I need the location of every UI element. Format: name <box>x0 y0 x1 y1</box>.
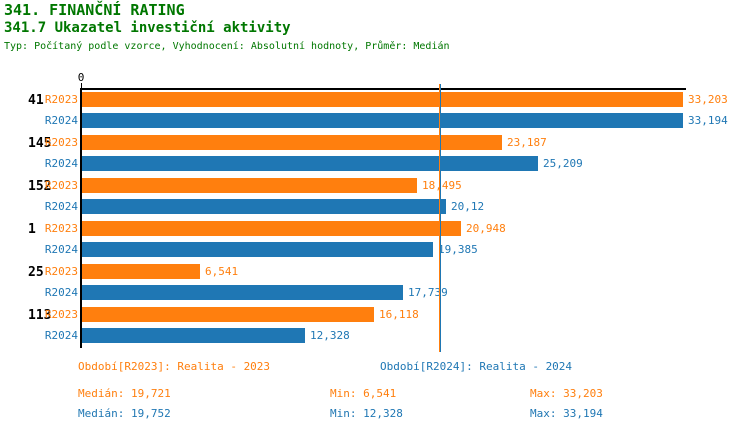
page-title: 341. FINANČNÍ RATING <box>4 1 185 19</box>
category-label: 113 <box>28 308 52 323</box>
series-label: R2024 <box>44 243 78 256</box>
chart-meta-line: Typ: Počítaný podle vzorce, Vyhodnocení:… <box>4 41 450 52</box>
series-label: R2024 <box>44 200 78 213</box>
bar <box>82 135 502 150</box>
series-label: R2023 <box>44 265 78 278</box>
bar-value-label: 19,385 <box>438 243 478 256</box>
bar <box>82 264 200 279</box>
stat-max-r2023: Max: 33,203 <box>530 387 603 400</box>
bar <box>82 221 461 236</box>
category-label: 41 <box>28 93 44 108</box>
median-line <box>440 84 441 352</box>
bar <box>82 199 446 214</box>
stat-max-r2024: Max: 33,194 <box>530 407 603 420</box>
category-label: 1 <box>28 222 36 237</box>
category-label: 145 <box>28 136 52 151</box>
stat-min-r2023: Min: 6,541 <box>330 387 397 400</box>
series-label: R2023 <box>44 179 78 192</box>
legend-r2024: Období[R2024]: Realita - 2024 <box>380 360 573 373</box>
bar-value-label: 23,187 <box>507 136 547 149</box>
series-label: R2024 <box>44 114 78 127</box>
legend-r2023: Období[R2023]: Realita - 2023 <box>78 360 271 373</box>
bar <box>82 328 305 343</box>
category-label: 152 <box>28 179 52 194</box>
series-label: R2024 <box>44 286 78 299</box>
bar <box>82 113 683 128</box>
series-label: R2023 <box>44 93 78 106</box>
bar-value-label: 25,209 <box>543 157 583 170</box>
bar <box>82 92 683 107</box>
axis-origin-label: 0 <box>77 71 85 84</box>
bar <box>82 285 403 300</box>
stat-median-r2024: Medián: 19,752 <box>78 407 171 420</box>
bar-value-label: 33,194 <box>688 114 728 127</box>
series-label: R2023 <box>44 136 78 149</box>
page-subtitle: 341.7 Ukazatel investiční aktivity <box>4 20 291 36</box>
median-line <box>439 84 440 352</box>
bar <box>82 156 538 171</box>
series-label: R2023 <box>44 222 78 235</box>
bar <box>82 307 374 322</box>
series-label: R2024 <box>44 157 78 170</box>
bar-value-label: 33,203 <box>688 93 728 106</box>
axis-origin-tick <box>81 83 82 90</box>
bar-value-label: 18,495 <box>422 179 462 192</box>
bar-value-label: 6,541 <box>205 265 239 278</box>
bar-value-label: 12,328 <box>310 329 350 342</box>
category-label: 25 <box>28 265 44 280</box>
x-axis-line <box>80 88 686 90</box>
series-label: R2023 <box>44 308 78 321</box>
y-axis-line <box>80 88 82 348</box>
stat-min-r2024: Min: 12,328 <box>330 407 403 420</box>
bar-value-label: 17,739 <box>408 286 448 299</box>
stat-median-r2023: Medián: 19,721 <box>78 387 171 400</box>
bar-value-label: 20,12 <box>451 200 485 213</box>
bar-value-label: 16,118 <box>379 308 419 321</box>
bar <box>82 242 433 257</box>
bar <box>82 178 417 193</box>
bar-value-label: 20,948 <box>466 222 506 235</box>
series-label: R2024 <box>44 329 78 342</box>
